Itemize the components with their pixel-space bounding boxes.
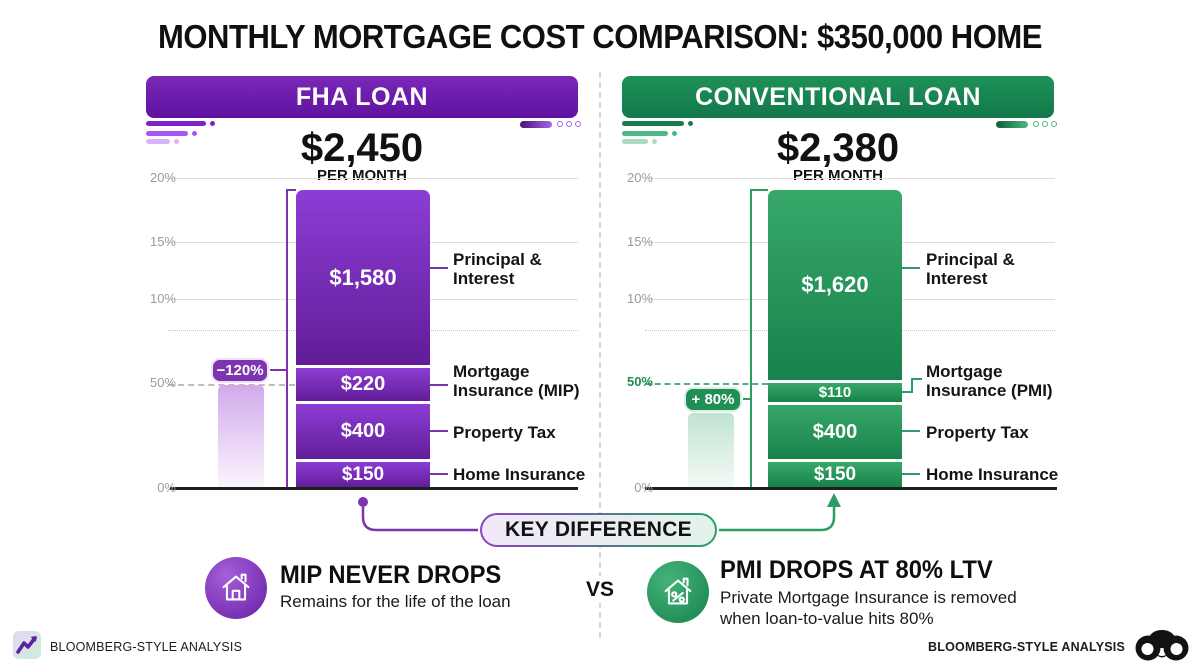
deco-bar (622, 121, 684, 126)
conventional-total: $2,380 (776, 126, 900, 170)
y-tick: 50% (149, 375, 176, 390)
fha-faded-bar (218, 385, 264, 487)
footer-right-text: BLOOMBERG-STYLE ANALYSIS (928, 640, 1125, 654)
deco-bar (996, 121, 1028, 128)
fha-segment-property-tax: $400 (296, 404, 430, 459)
deco-ring (1033, 121, 1039, 127)
footer-left-text: BLOOMBERG-STYLE ANALYSIS (50, 640, 243, 654)
y-tick: 15% (626, 234, 653, 249)
deco-ring (575, 121, 581, 127)
deco-bar (146, 131, 188, 136)
x-axis-baseline (645, 487, 1057, 490)
deco-dot (672, 131, 677, 136)
fha-bracket-line (286, 189, 296, 487)
conventional-point-subtitle-1: Private Mortgage Insurance is removed (720, 588, 1017, 607)
y-tick: 20% (149, 170, 176, 185)
deco-dot (210, 121, 215, 126)
fha-connector-dot (358, 497, 368, 507)
fha-total: $2,450 (300, 126, 424, 170)
gridline (645, 178, 1055, 179)
conventional-segment-home-insurance: $150 (768, 462, 902, 487)
conventional-point-subtitle-2: when loan-to-value hits 80% (720, 609, 934, 628)
fha-point-subtitle: Remains for the life of the loan (280, 592, 511, 611)
fha-segment-mip: $220 (296, 368, 430, 401)
fha-callout-principal-interest: Principal & Interest (453, 250, 542, 288)
pill-to-conventional-connector (719, 506, 836, 532)
conventional-badge: + 80% (684, 387, 742, 412)
fha-callout-mip: Mortgage Insurance (MIP) (453, 362, 580, 400)
conventional-callout-home-insurance: Home Insurance (926, 465, 1059, 484)
fha-callout-home-insurance: Home Insurance (453, 465, 586, 484)
conventional-per-month: PER MONTH (622, 167, 1054, 184)
arrow-up-icon (827, 493, 841, 507)
conventional-faded-bar (688, 413, 734, 487)
deco-bar (622, 139, 648, 144)
conventional-callout-property-tax: Property Tax (926, 423, 1029, 442)
deco-dot (652, 139, 657, 144)
conventional-segment-pmi: $110 (768, 383, 902, 402)
key-difference-pill: KEY DIFFERENCE (480, 513, 717, 547)
deco-dot (192, 131, 197, 136)
conventional-callout-principal-interest: Principal & Interest (926, 250, 1015, 288)
brand-owl-logo (1135, 630, 1189, 661)
conventional-header: CONVENTIONAL LOAN (622, 76, 1054, 118)
fha-point-circle (205, 557, 267, 619)
conventional-callout-pmi: Mortgage Insurance (PMI) (926, 362, 1053, 400)
trend-chart-logo (13, 631, 41, 659)
center-divider (599, 72, 601, 638)
house-percent-icon (664, 577, 692, 605)
y-tick: 0% (634, 480, 653, 495)
y-tick: 0% (157, 480, 176, 495)
house-icon (222, 573, 250, 601)
x-axis-baseline (170, 487, 578, 490)
y-tick: 20% (626, 170, 653, 185)
fha-segment-home-insurance: $150 (296, 462, 430, 487)
fha-per-month: PER MONTH (146, 167, 578, 184)
deco-dot (174, 139, 179, 144)
fha-segment-principal-interest: $1,580 (296, 190, 430, 365)
conventional-point-circle (647, 561, 709, 623)
vs-label: VS (578, 576, 622, 603)
fha-point-title: MIP NEVER DROPS (280, 561, 502, 589)
fha-to-pill-connector (361, 507, 478, 532)
fha-badge: −120% (211, 358, 269, 383)
y-tick: 50% (626, 374, 653, 389)
conventional-segment-property-tax: $400 (768, 405, 902, 459)
y-tick: 15% (149, 234, 176, 249)
deco-bar (146, 139, 170, 144)
conventional-pmi-elbow (902, 378, 922, 393)
deco-ring (557, 121, 563, 127)
fha-header: FHA LOAN (146, 76, 578, 118)
conventional-bracket-line (750, 189, 768, 487)
y-tick: 10% (626, 291, 653, 306)
deco-bar (146, 121, 206, 126)
deco-ring (1042, 121, 1048, 127)
deco-ring (566, 121, 572, 127)
deco-bar (622, 131, 668, 136)
page-title: MONTHLY MORTGAGE COST COMPARISON: $350,0… (158, 18, 1042, 55)
gridline (168, 178, 578, 179)
deco-ring (1051, 121, 1057, 127)
deco-dot (688, 121, 693, 126)
conventional-point-title: PMI DROPS AT 80% LTV (720, 556, 993, 584)
gridline-50pct (645, 383, 768, 385)
y-tick: 10% (149, 291, 176, 306)
conventional-segment-principal-interest: $1,620 (768, 190, 902, 380)
deco-bar (520, 121, 552, 128)
fha-callout-property-tax: Property Tax (453, 423, 556, 442)
